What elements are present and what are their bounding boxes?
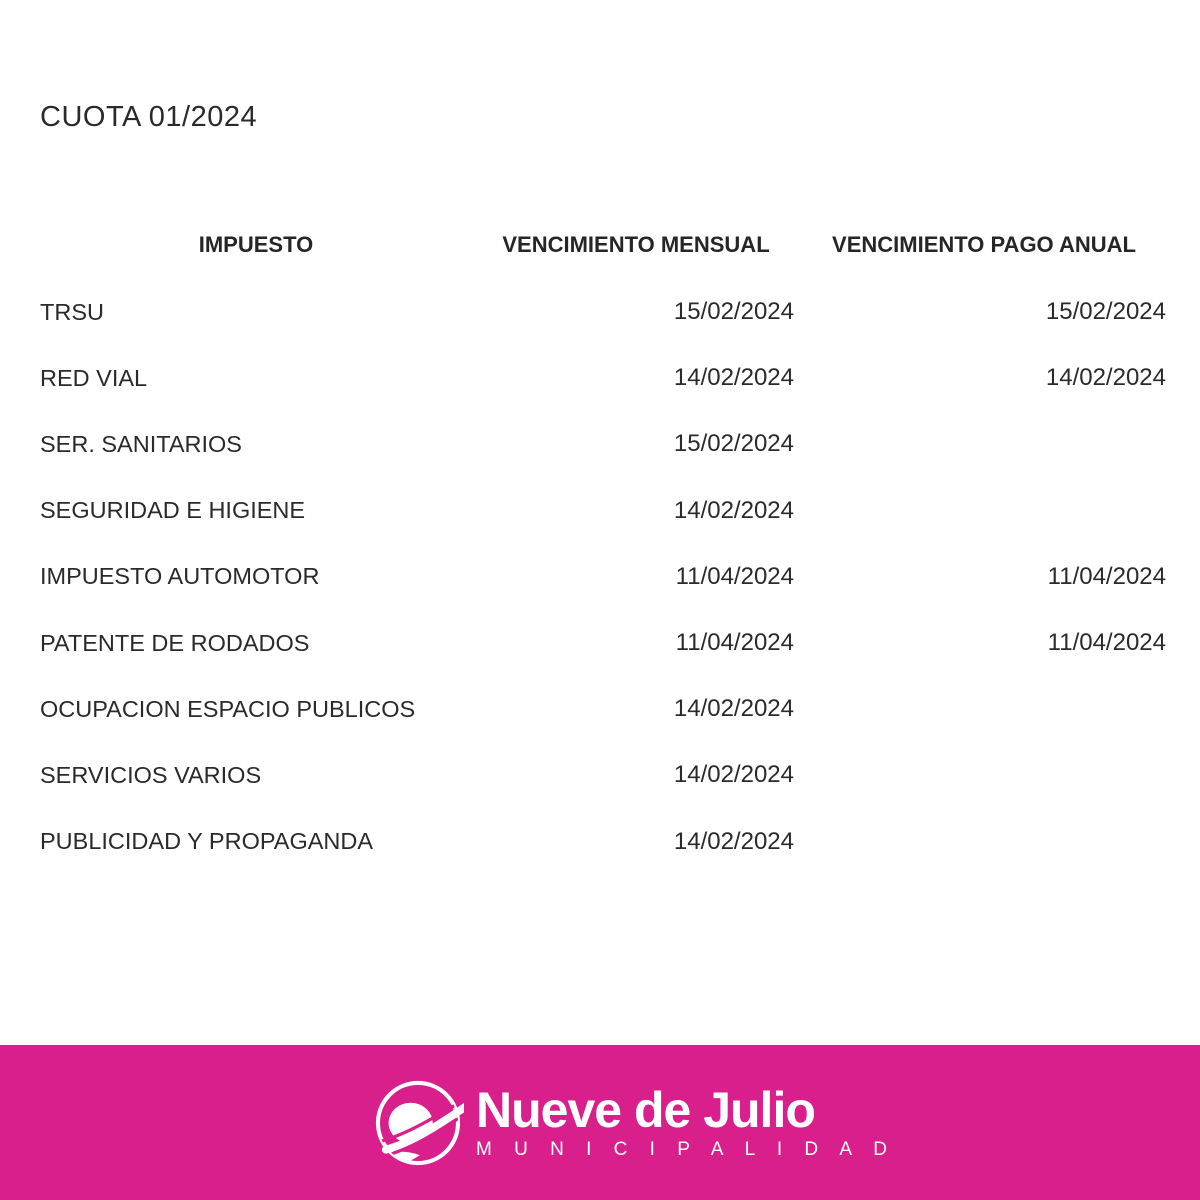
vencimiento-mensual-cell: 11/04/2024 (675, 629, 794, 657)
vencimiento-pago-anual-cell: 15/02/2024 (1045, 298, 1166, 326)
vencimiento-mensual-cell: 14/02/2024 (673, 761, 794, 789)
table-row: PATENTE DE RODADOS 11/04/2024 11/04/2024 (40, 610, 1168, 676)
brand-text-block: Nueve de Julio M U N I C I P A L I D A D (476, 1085, 895, 1161)
vencimiento-mensual-cell: 14/02/2024 (673, 827, 794, 855)
impuesto-cell: OCUPACION ESPACIO PUBLICOS (40, 695, 416, 722)
header-vencimiento-pago-anual: VENCIMIENTO PAGO ANUAL (832, 232, 1136, 257)
header-vencimiento-mensual: VENCIMIENTO MENSUAL (502, 232, 770, 257)
table-row: OCUPACION ESPACIO PUBLICOS 14/02/2024 (40, 676, 1168, 742)
vencimiento-mensual-cell: 15/02/2024 (673, 430, 794, 458)
brand-name: Nueve de Julio (476, 1081, 816, 1138)
vencimiento-mensual-cell: 14/02/2024 (673, 496, 794, 524)
sun-wave-municipality-logo-icon (372, 1077, 470, 1169)
page-title: CUOTA 01/2024 (40, 101, 258, 133)
brand-subtitle: M U N I C I P A L I D A D (476, 1138, 896, 1160)
table-body: TRSU 15/02/2024 15/02/2024 RED VIAL 14/0… (0, 279, 1200, 875)
table-row: SEGURIDAD E HIGIENE 14/02/2024 (40, 478, 1168, 544)
table-row: RED VIAL 14/02/2024 14/02/2024 (40, 345, 1168, 411)
impuesto-cell: TRSU (40, 298, 104, 325)
vencimiento-mensual-cell: 14/02/2024 (673, 364, 794, 392)
vencimiento-mensual-cell: 14/02/2024 (673, 695, 794, 723)
impuesto-cell: SERVICIOS VARIOS (40, 761, 262, 788)
table-row: SERVICIOS VARIOS 14/02/2024 (40, 742, 1168, 808)
impuesto-cell: SER. SANITARIOS (40, 430, 242, 457)
impuesto-cell: RED VIAL (40, 364, 148, 391)
impuesto-cell: PATENTE DE RODADOS (40, 629, 310, 656)
impuesto-cell: IMPUESTO AUTOMOTOR (40, 563, 320, 590)
table-row: IMPUESTO AUTOMOTOR 11/04/2024 11/04/2024 (40, 544, 1168, 610)
vencimiento-mensual-cell: 11/04/2024 (675, 562, 794, 590)
vencimiento-pago-anual-cell: 14/02/2024 (1045, 364, 1166, 392)
due-dates-table: IMPUESTO VENCIMIENTO MENSUAL VENCIMIENTO… (0, 225, 1200, 875)
table-header-row: IMPUESTO VENCIMIENTO MENSUAL VENCIMIENTO… (40, 225, 1168, 265)
header-impuesto: IMPUESTO (198, 232, 314, 257)
vencimiento-mensual-cell: 15/02/2024 (673, 298, 794, 326)
vencimiento-pago-anual-cell: 11/04/2024 (1047, 562, 1166, 590)
impuesto-cell: SEGURIDAD E HIGIENE (40, 497, 306, 524)
footer-brand-band: Nueve de Julio M U N I C I P A L I D A D (0, 1045, 1200, 1200)
table-row: TRSU 15/02/2024 15/02/2024 (40, 279, 1168, 345)
table-row: SER. SANITARIOS 15/02/2024 (40, 411, 1168, 477)
vencimiento-pago-anual-cell: 11/04/2024 (1047, 629, 1166, 657)
table-row: PUBLICIDAD Y PROPAGANDA 14/02/2024 (40, 809, 1168, 875)
impuesto-cell: PUBLICIDAD Y PROPAGANDA (40, 828, 374, 855)
